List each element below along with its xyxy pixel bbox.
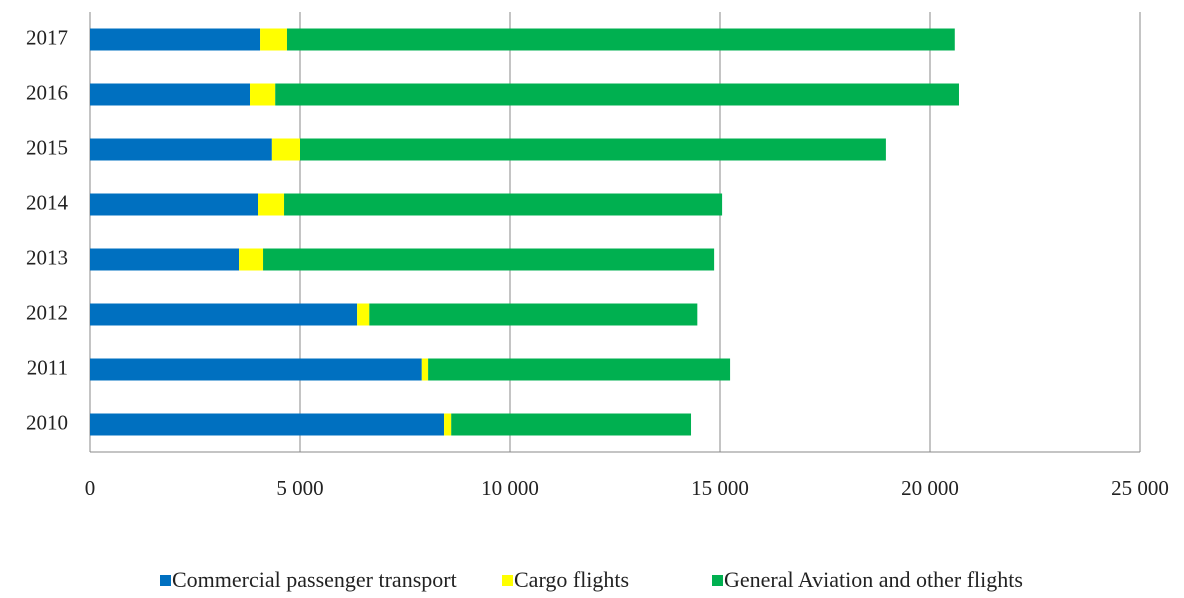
- bar-segment: [90, 303, 358, 326]
- bar-segment: [90, 83, 251, 106]
- bar-segment: [357, 303, 370, 326]
- bar-segment: [90, 138, 272, 161]
- y-tick-label: 2012: [26, 300, 68, 324]
- bar-segment: [421, 358, 429, 381]
- bar-segment: [258, 193, 285, 216]
- y-tick-label: 2014: [26, 190, 69, 214]
- legend-swatch: [502, 575, 513, 586]
- bar-segment: [428, 358, 731, 381]
- bar-segment: [90, 413, 445, 436]
- y-tick-label: 2011: [27, 355, 68, 379]
- bar-segment: [300, 138, 886, 161]
- bar-segment: [239, 248, 264, 271]
- bar-segment: [451, 413, 692, 436]
- x-tick-label: 5 000: [276, 476, 323, 500]
- bar-segment: [250, 83, 276, 106]
- y-tick-label: 2017: [26, 25, 68, 49]
- bar-segment: [263, 248, 715, 271]
- bar-segment: [90, 193, 258, 216]
- bar-segment: [271, 138, 300, 161]
- bar-segment: [284, 193, 723, 216]
- x-tick-label: 20 000: [901, 476, 959, 500]
- bar-segment: [444, 413, 452, 436]
- bar-segment: [369, 303, 698, 326]
- bar-segment: [286, 28, 955, 51]
- bar-segment: [260, 28, 287, 51]
- legend-swatch: [160, 575, 171, 586]
- legend-label: Cargo flights: [514, 567, 629, 592]
- y-tick-label: 2013: [26, 245, 68, 269]
- y-tick-label: 2010: [26, 410, 68, 434]
- x-tick-label: 25 000: [1111, 476, 1169, 500]
- bar-segment: [275, 83, 959, 106]
- bar-segment: [90, 28, 261, 51]
- legend-swatch: [712, 575, 723, 586]
- x-tick-label: 10 000: [481, 476, 539, 500]
- legend-label: Commercial passenger transport: [172, 567, 457, 592]
- legend-label: General Aviation and other flights: [724, 567, 1023, 592]
- x-tick-label: 0: [85, 476, 96, 500]
- bar-segment: [90, 248, 240, 271]
- bar-segment: [90, 358, 422, 381]
- y-tick-label: 2015: [26, 135, 68, 159]
- x-tick-label: 15 000: [691, 476, 749, 500]
- y-tick-label: 2016: [26, 80, 68, 104]
